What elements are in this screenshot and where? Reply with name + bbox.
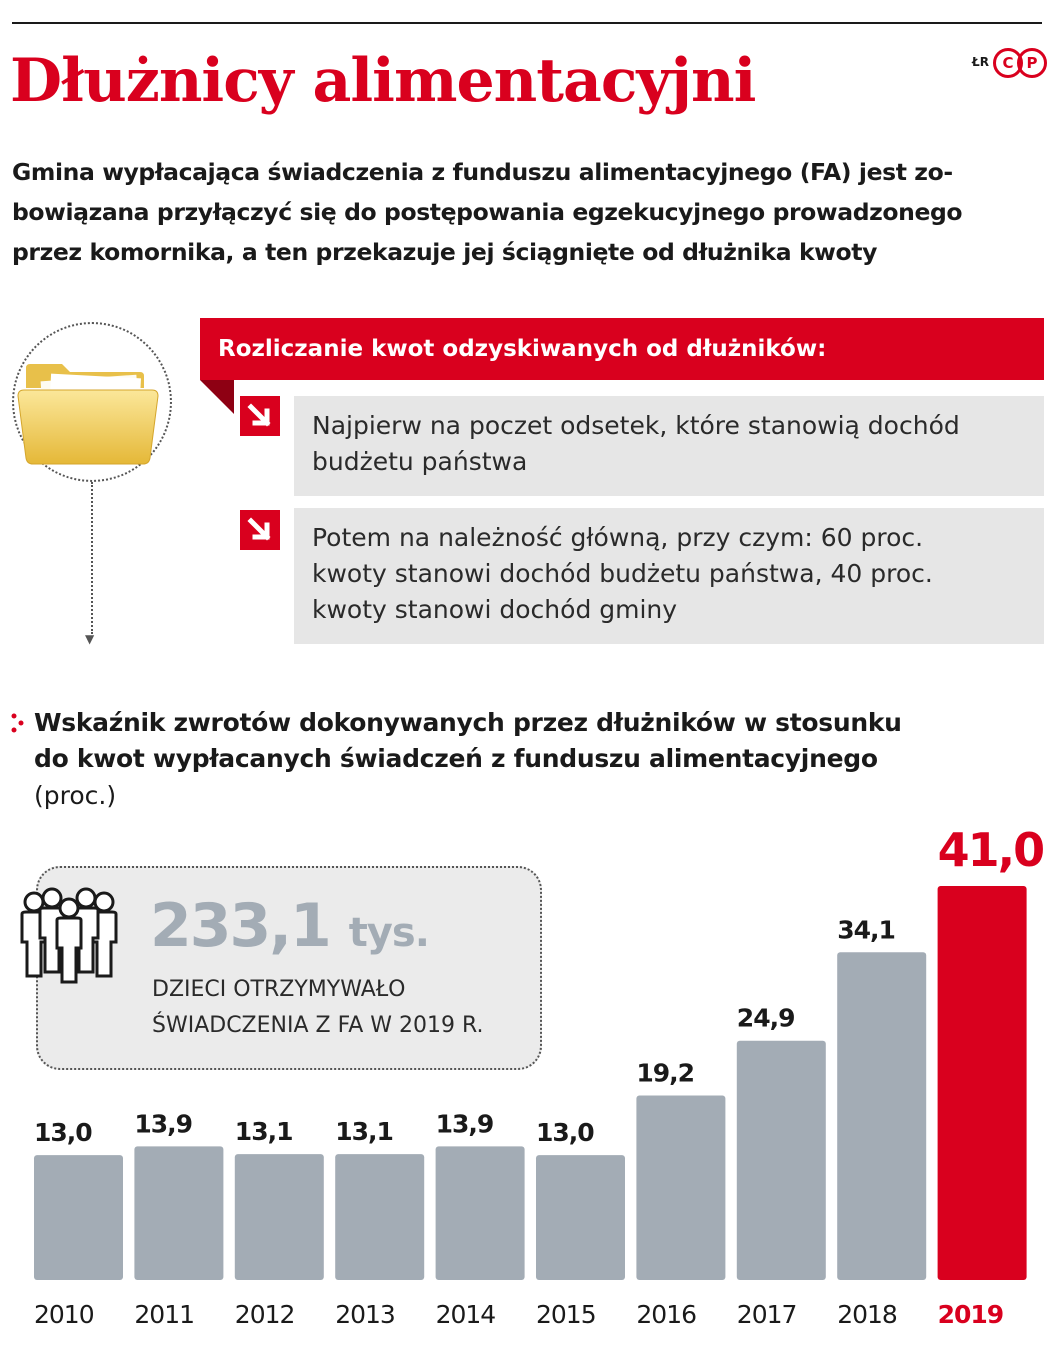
bullet-dots-icon: [11, 713, 24, 733]
rules-heading: Rozliczanie kwot odzyskiwanych od dłużni…: [200, 318, 1044, 380]
chart-title: Wskaźnik zwrotów dokonywanych przez dłuż…: [34, 705, 902, 777]
bar-2017: [736, 1040, 826, 1280]
value-label-2012: 13,1: [235, 1117, 293, 1146]
connector-arrow-icon: ▼: [85, 632, 95, 646]
x-tick-label-2016: 2016: [636, 1300, 696, 1329]
people-icon: [20, 887, 118, 984]
info-caption: DZIECI OTRZYMYWAŁO ŚWIADCZENIA Z FA W 20…: [152, 972, 483, 1044]
bar-2014: [435, 1146, 525, 1280]
x-tick-label-2019: 2019: [938, 1300, 1004, 1329]
page-title: Dłużnicy alimentacyjni: [10, 46, 756, 116]
bar-2012: [234, 1154, 324, 1280]
connector-line: [91, 482, 93, 634]
rule-item-interest: Najpierw na poczet odsetek, które stanow…: [294, 396, 1044, 496]
lead-line: Gmina wypłacająca świadczenia z funduszu…: [12, 158, 953, 186]
x-tick-label-2011: 2011: [134, 1300, 194, 1329]
folder-circle: [12, 322, 172, 482]
rule-text: Najpierw na poczet odsetek, które stanow…: [312, 411, 960, 440]
rule-text: kwoty stanowi dochód gminy: [312, 595, 678, 624]
rule-text: kwoty stanowi dochód budżetu państwa, 40…: [312, 559, 933, 588]
x-tick-label-2018: 2018: [837, 1300, 897, 1329]
value-label-2014: 13,9: [436, 1109, 494, 1138]
info-caption-line: DZIECI OTRZYMYWAŁO: [152, 977, 406, 1002]
rule-item-principal: Potem na należność główną, przy czym: 60…: [294, 508, 1044, 644]
copyright-p-icon: P: [1017, 48, 1047, 78]
info-caption-line: ŚWIADCZENIA Z FA W 2019 R.: [152, 1013, 484, 1038]
ribbon-fold: [200, 380, 234, 414]
bar-2018: [837, 952, 927, 1280]
rule-text: budżetu państwa: [312, 447, 528, 476]
lead-line: bowiązana przyłączyć się do postępowania…: [12, 198, 963, 226]
arrow-down-right-icon: [240, 510, 280, 550]
children-count-unit: tys.: [348, 910, 430, 956]
x-tick-label-2013: 2013: [335, 1300, 395, 1329]
children-count: 233,1 tys.: [150, 886, 430, 973]
value-label-2018: 34,1: [837, 915, 895, 944]
bar-2015: [536, 1155, 625, 1280]
x-tick-label-2014: 2014: [436, 1300, 496, 1329]
folder-icon: [17, 364, 159, 465]
bar-2019: [937, 886, 1027, 1280]
bar-2016: [636, 1095, 726, 1280]
bar-2011: [134, 1146, 224, 1280]
bar-2010: [34, 1155, 123, 1280]
value-label-2015: 13,0: [536, 1118, 594, 1147]
info-box: [36, 866, 542, 1070]
x-tick-label-2010: 2010: [34, 1300, 94, 1329]
x-tick-label-2015: 2015: [536, 1300, 596, 1329]
value-label-2013: 13,1: [335, 1117, 393, 1146]
value-label-2017: 24,9: [737, 1004, 795, 1033]
lead-paragraph: Gmina wypłacająca świadczenia z funduszu…: [12, 152, 1048, 272]
chart-title-line: do kwot wypłacanych świadczeń z funduszu…: [34, 744, 878, 773]
top-rule: [12, 22, 1042, 24]
bar-2013: [335, 1154, 425, 1280]
children-count-value: 233,1: [150, 891, 332, 961]
rule-text: Potem na należność główną, przy czym: 60…: [312, 523, 924, 552]
value-label-2011: 13,9: [134, 1109, 192, 1138]
x-tick-label-2017: 2017: [737, 1300, 797, 1329]
author-credit: ŁR: [972, 55, 989, 69]
value-label-2019: 41,0: [938, 823, 1044, 877]
value-label-2010: 13,0: [34, 1118, 92, 1147]
chart-unit: (proc.): [34, 781, 117, 810]
x-tick-label-2012: 2012: [235, 1300, 295, 1329]
lead-line: przez komornika, a ten przekazuje jej śc…: [12, 238, 877, 266]
value-label-2016: 19,2: [636, 1058, 694, 1087]
arrow-down-right-icon: [240, 396, 280, 436]
chart-title-line: Wskaźnik zwrotów dokonywanych przez dłuż…: [34, 708, 902, 737]
